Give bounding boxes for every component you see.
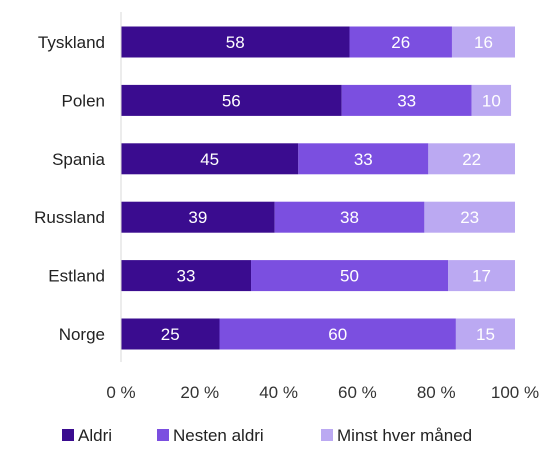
bar-segment <box>121 260 252 292</box>
data-label: 15 <box>476 325 495 344</box>
bar-segment <box>219 318 456 350</box>
bar-segment <box>448 260 515 292</box>
category-label: Norge <box>59 325 105 344</box>
bar-segment <box>121 84 342 116</box>
bar-segment <box>121 143 299 175</box>
bar-segment <box>274 201 425 233</box>
bar-segment <box>121 26 350 58</box>
data-label: 33 <box>397 91 416 110</box>
bar-segment <box>455 318 515 350</box>
legend-label: Minst hver måned <box>337 426 472 445</box>
bar-segment <box>121 318 220 350</box>
bar-segment <box>424 201 515 233</box>
bar-segment <box>121 201 275 233</box>
x-tick-label: 100 % <box>491 383 539 402</box>
bar-segment <box>471 84 512 116</box>
x-tick-label: 60 % <box>338 383 377 402</box>
data-label: 38 <box>340 208 359 227</box>
bar-segment <box>451 26 515 58</box>
data-label: 22 <box>462 150 481 169</box>
data-label: 39 <box>188 208 207 227</box>
data-label: 45 <box>200 150 219 169</box>
x-tick-label: 40 % <box>259 383 298 402</box>
category-label: Spania <box>52 150 105 169</box>
legend-label: Nesten aldri <box>173 426 264 445</box>
x-tick-label: 20 % <box>180 383 219 402</box>
data-label: 60 <box>328 325 347 344</box>
data-label: 26 <box>391 33 410 52</box>
data-label: 33 <box>354 150 373 169</box>
bar-segment <box>251 260 449 292</box>
data-label: 17 <box>472 267 491 286</box>
data-label: 10 <box>482 91 501 110</box>
data-label: 56 <box>222 91 241 110</box>
data-label: 16 <box>474 33 493 52</box>
legend-swatch <box>62 429 74 441</box>
data-label: 50 <box>340 267 359 286</box>
data-label: 25 <box>161 325 180 344</box>
category-label: Estland <box>48 267 105 286</box>
bar-segment <box>349 26 452 58</box>
legend-swatch <box>321 429 333 441</box>
category-label: Tyskland <box>38 33 105 52</box>
bar-segment <box>341 84 472 116</box>
x-tick-label: 80 % <box>417 383 456 402</box>
legend-swatch <box>157 429 169 441</box>
data-label: 33 <box>177 267 196 286</box>
data-label: 23 <box>460 208 479 227</box>
data-label: 58 <box>226 33 245 52</box>
legend-label: Aldri <box>78 426 112 445</box>
x-tick-label: 0 % <box>106 383 135 402</box>
bar-segment <box>298 143 429 175</box>
category-label: Polen <box>62 91 105 110</box>
bar-segment <box>428 143 515 175</box>
category-label: Russland <box>34 208 105 227</box>
